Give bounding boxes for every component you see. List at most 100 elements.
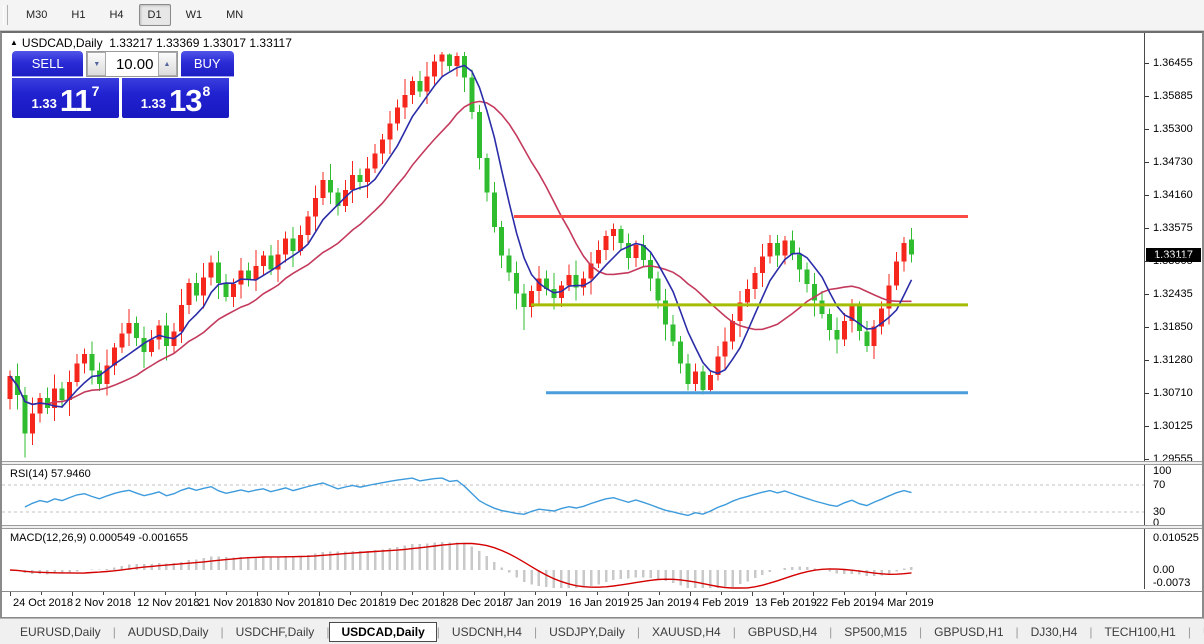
date-axis-tick (350, 592, 351, 595)
macd-signal-line (9, 542, 912, 589)
rsi-axis-label: 30 (1153, 506, 1166, 518)
price-axis-label: 1.30710 (1153, 387, 1193, 399)
tab-separator: | (732, 624, 736, 639)
panel-splitter[interactable] (2, 525, 1202, 529)
panel-splitter[interactable] (2, 461, 1202, 465)
price-axis-tick (1145, 426, 1149, 427)
tab-separator: | (1089, 624, 1093, 639)
macd-canvas[interactable] (2, 529, 1144, 589)
volume-increase-button[interactable]: ▲ (157, 52, 177, 76)
volume-stepper: ▼ 10.00 ▲ (86, 51, 178, 77)
sell-price-big: 11 (59, 83, 92, 118)
date-label: 22 Feb 2019 (816, 597, 878, 609)
price-axis-label: 1.35885 (1153, 90, 1193, 102)
timeframe-button-mn[interactable]: MN (226, 9, 244, 21)
chart-window: ▲ USDCAD,Daily 1.33217 1.33369 1.33017 1.… (0, 31, 1204, 619)
volume-value[interactable]: 10.00 (115, 55, 154, 73)
date-axis-tick (72, 592, 73, 596)
date-label: 10 Dec 2018 (322, 597, 385, 609)
date-label: 12 Nov 2018 (137, 597, 200, 609)
tab-xauusd-h4[interactable]: XAUUSD,H4 (652, 624, 721, 639)
chart-canvas[interactable] (2, 33, 1144, 461)
date-axis-tick (288, 592, 289, 595)
macd-axis-label: 0.00 (1153, 564, 1175, 576)
date-label: 19 Dec 2018 (384, 597, 447, 609)
sell-price-prefix: 1.33 (31, 96, 57, 111)
tab-usdjpy-daily[interactable]: USDJPY,Daily (549, 624, 625, 639)
date-axis-tick (783, 592, 784, 595)
buy-price-prefix: 1.33 (140, 96, 167, 111)
macd-axis[interactable]: 0.010525 0.00 -0.0073 (1144, 529, 1202, 589)
price-axis-tick (1145, 360, 1149, 361)
date-axis-tick (875, 592, 876, 596)
date-label: 28 Dec 2018 (446, 597, 509, 609)
price-axis-label: 1.30125 (1153, 420, 1193, 432)
tab-tech100-h1[interactable]: TECH100,H1 (1104, 624, 1176, 639)
timeframe-buttons: M30 H1 H4 D1 W1 MN (17, 4, 258, 26)
price-axis-tick (1145, 129, 1149, 130)
date-axis-tick (813, 592, 814, 596)
tab-separator: | (112, 624, 116, 639)
toolbar-grip[interactable] (3, 5, 8, 25)
price-axis-tick (1145, 327, 1149, 328)
candles-layer (7, 51, 968, 458)
buy-price-button[interactable]: 1.33 13 8 (122, 78, 229, 118)
tab-usdcad-daily[interactable]: USDCAD,Daily (329, 621, 437, 642)
sell-price-button[interactable]: 1.33 11 7 (12, 78, 119, 118)
price-axis-tick (1145, 459, 1149, 460)
macd-layer (9, 542, 913, 589)
date-label: 30 Nov 2018 (260, 597, 323, 609)
date-label: 25 Jan 2019 (631, 597, 692, 609)
date-axis[interactable]: 24 Oct 2018 2 Nov 2018 12 Nov 2018 21 Nov 2… (2, 591, 1202, 615)
chart-symbol-label: USDCAD,Daily (21, 36, 103, 50)
tab-audusd-daily[interactable]: AUDUSD,Daily (127, 624, 209, 639)
macd-axis-label: 0.010525 (1153, 532, 1199, 544)
volume-decrease-button[interactable]: ▼ (87, 52, 107, 76)
rsi-label: RSI(14) 57.9460 (10, 468, 91, 480)
date-axis-tick (566, 592, 567, 596)
timeframe-button-m30[interactable]: M30 (26, 9, 48, 21)
price-axis-tick (1145, 393, 1149, 394)
tab-usdcnh-h4[interactable]: USDCNH,H4 (451, 624, 522, 639)
timeframe-button-w1[interactable]: W1 (185, 9, 203, 21)
price-axis[interactable]: 1.33117 1.36455 1.35885 1.35300 1.34730 1.34… (1144, 33, 1202, 465)
date-label: 16 Jan 2019 (569, 597, 630, 609)
tab-eurusd-daily[interactable]: EURUSD,Daily (20, 624, 101, 639)
sell-button[interactable]: SELL (12, 51, 84, 77)
date-axis-tick (659, 592, 660, 595)
tab-dj30-h4[interactable]: DJ30,H4 (1030, 624, 1078, 639)
timeframe-button-h4[interactable]: H4 (109, 9, 124, 21)
date-axis-tick (597, 592, 598, 595)
timeframe-button-d1[interactable]: D1 (138, 4, 171, 26)
collapse-icon[interactable]: ▲ (10, 38, 18, 47)
date-axis-tick (319, 592, 320, 596)
tab-gbpusd-h4[interactable]: GBPUSD,H4 (747, 624, 818, 639)
tab-separator: | (220, 624, 224, 639)
macd-axis-label: -0.0073 (1153, 577, 1191, 589)
tab-separator: | (436, 624, 440, 639)
price-axis-tick (1145, 261, 1149, 262)
price-axis-label: 1.35300 (1153, 123, 1193, 135)
date-label: 4 Feb 2019 (693, 597, 749, 609)
main-price-panel: ▲ USDCAD,Daily 1.33217 1.33369 1.33017 1.… (2, 33, 1202, 465)
tab-usdchf-daily[interactable]: USDCHF,Daily (235, 624, 315, 639)
date-axis-tick (628, 592, 629, 596)
price-axis-tick (1145, 228, 1149, 229)
timeframe-button-h1[interactable]: H1 (71, 9, 86, 21)
macd-label: MACD(12,26,9) 0.000549 -0.001655 (10, 532, 188, 544)
tab-gbpusd-h1[interactable]: GBPUSD,H1 (934, 624, 1004, 639)
rsi-canvas[interactable] (2, 465, 1144, 525)
timeframe-toolbar: M30 H1 H4 D1 W1 MN (0, 0, 1204, 31)
price-axis-label: 1.33005 (1153, 255, 1193, 267)
up-arrow-icon: ▲ (163, 60, 171, 68)
date-axis-tick (474, 592, 475, 595)
tab-ukc[interactable]: UKC (1191, 622, 1204, 642)
tab-separator: | (326, 624, 330, 639)
buy-button[interactable]: BUY (180, 51, 234, 77)
rsi-axis[interactable]: 100 70 30 0 (1144, 465, 1202, 529)
date-label: 7 Jan 2019 (507, 597, 562, 609)
price-axis-label: 1.32435 (1153, 288, 1193, 300)
tab-separator: | (636, 624, 640, 639)
macd-panel: MACD(12,26,9) 0.000549 -0.001655 0.01052… (2, 529, 1202, 589)
tab-sp500-m15[interactable]: SP500,M15 (844, 624, 908, 639)
